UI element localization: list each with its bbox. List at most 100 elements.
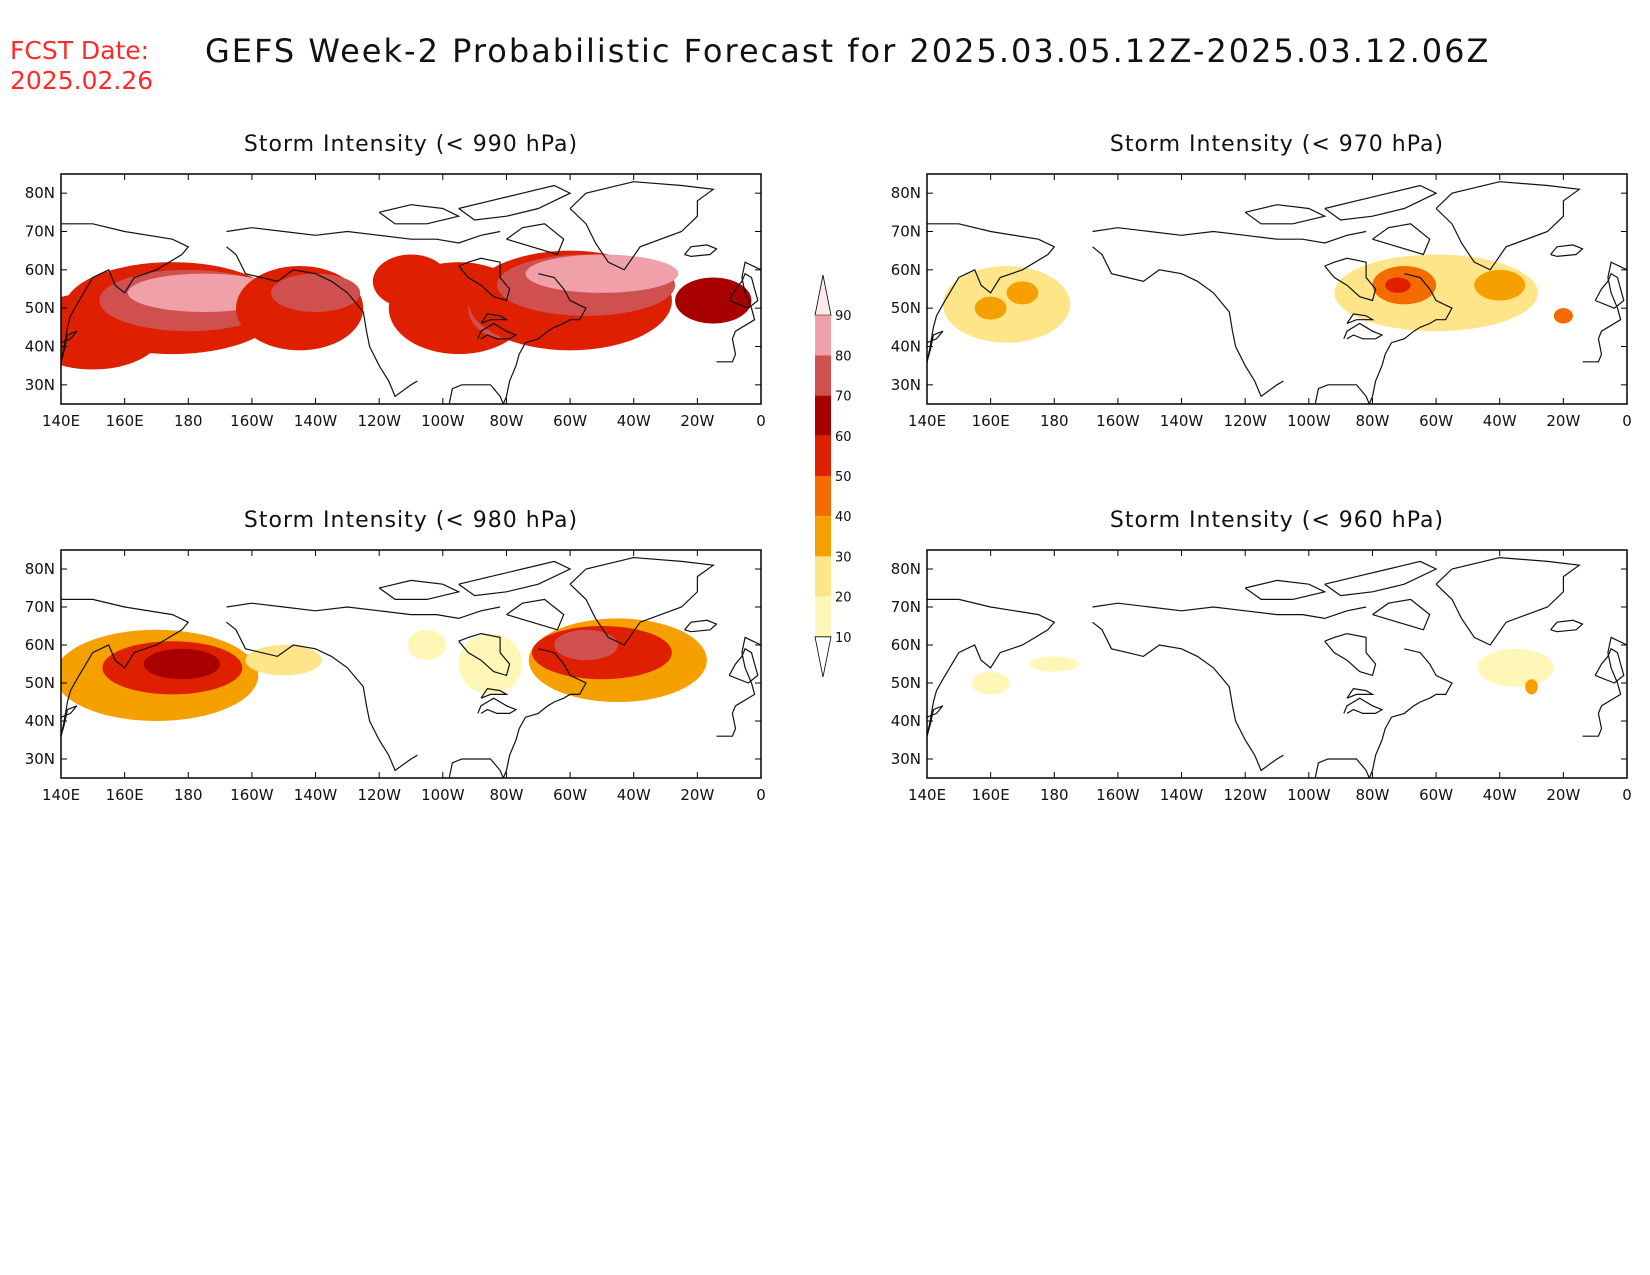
map-frame — [926, 549, 1628, 779]
forecast-date: FCST Date: 2025.02.26 — [10, 36, 153, 96]
forecast-date-label: FCST Date: — [10, 36, 150, 65]
coastline — [1550, 244, 1584, 258]
lon-tick-label: 80W — [489, 412, 523, 430]
lon-tick-label: 180 — [174, 412, 203, 430]
probability-area — [245, 645, 322, 676]
lon-tick-label: 120W — [1223, 412, 1267, 430]
lon-tick-label: 40W — [617, 786, 651, 804]
lon-tick-label: 100W — [421, 786, 465, 804]
lat-tick-label: 30N — [891, 376, 921, 394]
coastline — [1368, 273, 1453, 404]
lon-tick-label: 100W — [1287, 786, 1331, 804]
lat-tick-label: 60N — [25, 636, 55, 654]
colorbar-label: 90 — [835, 309, 852, 324]
lon-tick-label: 60W — [553, 412, 587, 430]
lon-tick-label: 180 — [174, 786, 203, 804]
lon-tick-label: 20W — [1546, 786, 1580, 804]
coastline — [480, 313, 509, 325]
coastline — [378, 204, 461, 225]
coastline — [927, 330, 944, 362]
coastline — [684, 244, 718, 258]
lat-tick-label: 30N — [25, 376, 55, 394]
lon-tick-label: 140E — [42, 412, 80, 430]
coastline — [1244, 204, 1327, 225]
colorbar-swatch — [815, 395, 831, 436]
probability-area — [143, 648, 221, 680]
coastline — [1324, 560, 1438, 597]
probability-area — [1525, 679, 1538, 695]
lat-tick-label: 50N — [891, 674, 921, 692]
coastline — [1324, 184, 1438, 221]
probability-area — [1474, 269, 1526, 301]
lon-tick-label: 40W — [1483, 786, 1517, 804]
coastline — [684, 619, 718, 633]
colorbar-label: 60 — [835, 430, 852, 445]
coastline — [226, 246, 418, 398]
coastline — [1368, 648, 1453, 778]
panel-title: Storm Intensity (< 960 hPa) — [1110, 508, 1444, 533]
coastline — [1324, 632, 1377, 677]
lat-tick-label: 70N — [891, 598, 921, 616]
lon-tick-label: 80W — [489, 786, 523, 804]
lon-tick-label: 180 — [1040, 786, 1069, 804]
colorbar: 10 20 30 40 50 60 70 80 90 — [814, 274, 852, 678]
lat-tick-label: 60N — [25, 261, 55, 279]
map-frame — [926, 173, 1628, 405]
lon-tick-label: 80W — [1355, 412, 1389, 430]
lon-tick-label: 160W — [1096, 786, 1140, 804]
probability-area — [407, 629, 446, 661]
coastline — [226, 602, 501, 620]
lon-tick-label: 0 — [1622, 786, 1632, 804]
coastline — [378, 579, 461, 600]
probability-area — [675, 277, 752, 324]
colorbar-swatch — [815, 556, 831, 597]
lon-tick-label: 120W — [357, 786, 401, 804]
coastline — [1582, 636, 1627, 737]
probability-area — [1006, 281, 1039, 305]
probability-area — [974, 296, 1007, 320]
colorbar-swatch — [814, 274, 832, 316]
coastline — [226, 227, 501, 244]
coastline — [1343, 322, 1384, 340]
colorbar-label: 10 — [835, 631, 852, 646]
coastline — [61, 705, 78, 737]
lat-tick-label: 60N — [891, 261, 921, 279]
map-frame — [60, 549, 762, 779]
coastline — [1346, 313, 1375, 325]
coastline — [569, 556, 715, 646]
lon-tick-label: 80W — [1355, 786, 1389, 804]
lon-tick-label: 140W — [1160, 412, 1204, 430]
lat-tick-label: 80N — [25, 184, 55, 202]
probability-area — [1477, 648, 1554, 687]
panel-990hpa: Storm Intensity (< 990 hPa) 140E 160E 180 16… — [25, 132, 766, 430]
lon-tick-label: 20W — [680, 786, 714, 804]
coastline — [716, 261, 761, 363]
coastline — [1244, 579, 1327, 600]
colorbar-label: 70 — [835, 390, 852, 405]
coastline — [477, 322, 518, 340]
colorbar-swatch — [815, 476, 831, 517]
coastline — [1092, 621, 1284, 772]
probability-area — [554, 629, 618, 661]
lon-tick-label: 160E — [106, 786, 144, 804]
lat-tick-label: 50N — [25, 674, 55, 692]
lon-tick-label: 60W — [553, 786, 587, 804]
lon-tick-label: 140W — [294, 786, 338, 804]
lat-tick-label: 30N — [891, 750, 921, 768]
probability-area — [525, 254, 679, 293]
map-frame — [60, 173, 762, 405]
panel-970hpa: Storm Intensity (< 970 hPa) 140E 160E 180 16… — [891, 132, 1632, 430]
coastline — [927, 705, 944, 737]
probability-area — [971, 671, 1010, 695]
coastline — [448, 758, 504, 778]
lon-tick-label: 180 — [1040, 412, 1069, 430]
coastline — [1372, 598, 1431, 631]
lat-tick-label: 50N — [891, 299, 921, 317]
coastline — [61, 330, 78, 362]
probability-area — [458, 633, 523, 695]
lon-tick-label: 160E — [106, 412, 144, 430]
coastline — [61, 598, 190, 737]
coastline — [1092, 602, 1367, 620]
coastline — [458, 560, 572, 597]
lon-tick-label: 160E — [972, 786, 1010, 804]
